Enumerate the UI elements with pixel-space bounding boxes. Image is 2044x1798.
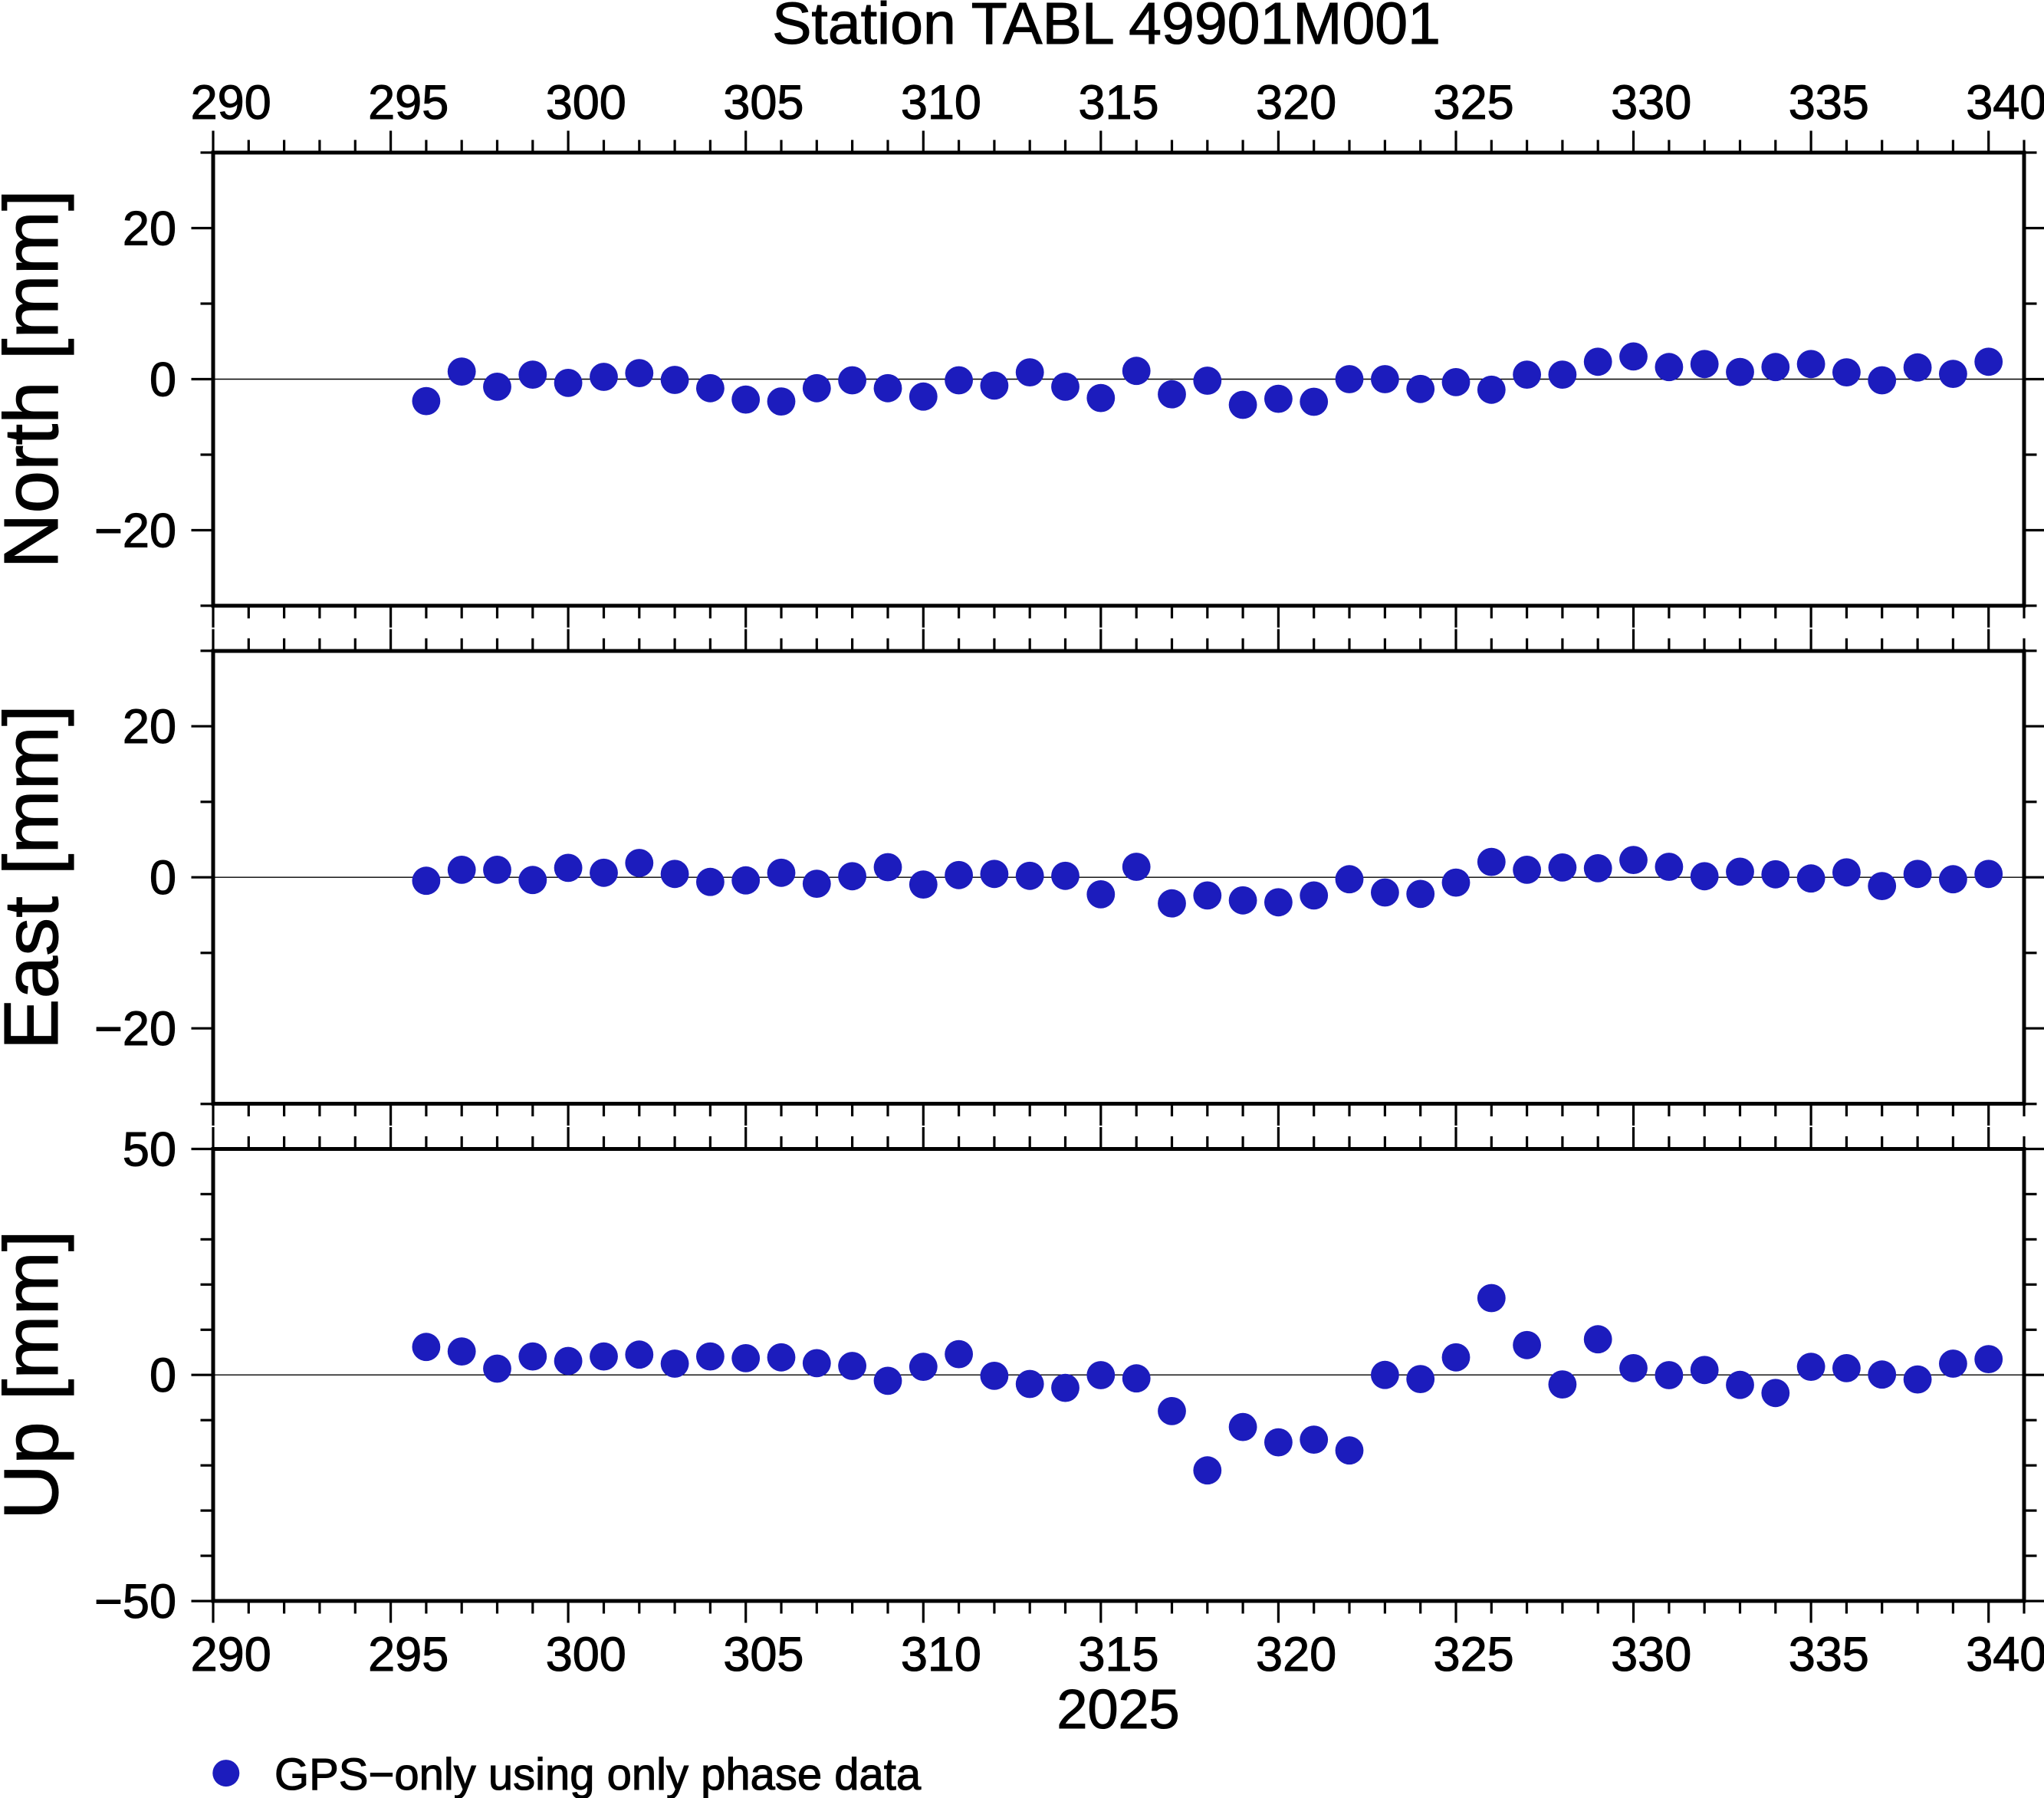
svg-text:2025: 2025 — [1057, 1679, 1179, 1740]
svg-text:310: 310 — [901, 1628, 981, 1681]
svg-text:305: 305 — [723, 76, 803, 130]
svg-text:310: 310 — [901, 76, 981, 130]
svg-text:North [mm]: North [mm] — [0, 189, 74, 568]
svg-text:340: 340 — [1966, 76, 2044, 130]
svg-text:−20: −20 — [94, 1002, 176, 1056]
svg-text:Up [mm]: Up [mm] — [0, 1230, 74, 1520]
svg-text:0: 0 — [150, 353, 176, 407]
svg-text:290: 290 — [191, 1628, 271, 1681]
svg-text:335: 335 — [1789, 76, 1869, 130]
svg-text:50: 50 — [123, 1123, 176, 1177]
svg-text:0: 0 — [150, 1349, 176, 1402]
svg-text:300: 300 — [546, 1628, 626, 1681]
svg-text:300: 300 — [546, 76, 626, 130]
svg-text:20: 20 — [123, 202, 176, 256]
svg-text:−50: −50 — [94, 1575, 176, 1629]
svg-text:305: 305 — [723, 1628, 803, 1681]
svg-text:330: 330 — [1611, 76, 1691, 130]
svg-text:325: 325 — [1434, 76, 1514, 130]
svg-text:335: 335 — [1789, 1628, 1869, 1681]
svg-text:290: 290 — [191, 76, 271, 130]
svg-text:320: 320 — [1256, 1628, 1336, 1681]
svg-text:320: 320 — [1256, 76, 1336, 130]
svg-text:East [mm]: East [mm] — [0, 705, 74, 1050]
svg-text:0: 0 — [150, 851, 176, 905]
svg-text:295: 295 — [368, 1628, 449, 1681]
svg-text:315: 315 — [1078, 1628, 1158, 1681]
svg-text:Station TABL 49901M001: Station TABL 49901M001 — [772, 0, 1441, 57]
svg-text:295: 295 — [368, 76, 449, 130]
svg-text:330: 330 — [1611, 1628, 1691, 1681]
svg-text:20: 20 — [123, 700, 176, 754]
svg-text:GPS−only using only phase data: GPS−only using only phase data — [274, 1750, 922, 1798]
svg-text:340: 340 — [1966, 1628, 2044, 1681]
svg-text:325: 325 — [1434, 1628, 1514, 1681]
svg-text:−20: −20 — [94, 505, 176, 558]
svg-text:315: 315 — [1078, 76, 1158, 130]
